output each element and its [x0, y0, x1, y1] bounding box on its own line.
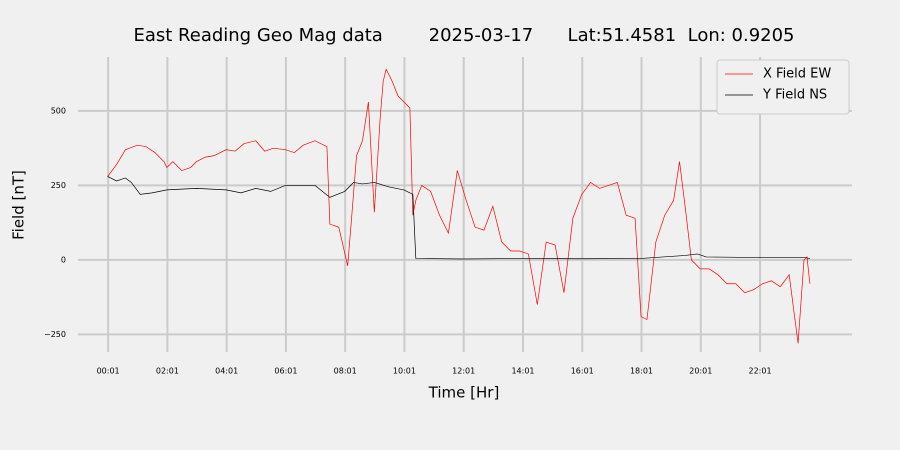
- x-tick-label: 04:01: [215, 367, 238, 376]
- x-tick-label: 16:01: [571, 367, 594, 376]
- y-tick-label: 500: [51, 106, 66, 115]
- legend-box: [716, 59, 850, 115]
- x-tick-label: 22:01: [749, 367, 772, 376]
- y-tick-label: −250: [44, 330, 66, 339]
- x-tick-label: 12:01: [452, 367, 475, 376]
- x-axis-label: Time [Hr]: [428, 384, 500, 402]
- x-tick-label: 18:01: [630, 367, 653, 376]
- legend-label: X Field EW: [763, 67, 831, 82]
- data-line: [107, 68, 811, 344]
- y-tick-label: 250: [51, 181, 66, 190]
- x-tick-label: 20:01: [689, 367, 712, 376]
- y-axis-label: Field [nT]: [10, 170, 28, 240]
- x-tick-label: 14:01: [511, 367, 534, 376]
- chart-title: East Reading Geo Mag data 2025-03-17 Lat…: [133, 25, 794, 46]
- y-tick-label: 0: [61, 255, 66, 264]
- legend-label: Y Field NS: [762, 88, 827, 103]
- x-tick-label: 02:01: [156, 367, 179, 376]
- x-tick-label: 06:01: [274, 367, 297, 376]
- x-tick-label: 00:01: [97, 367, 120, 376]
- x-tick-label: 10:01: [393, 367, 416, 376]
- data-line: [107, 176, 810, 260]
- x-tick-label: 08:01: [334, 367, 357, 376]
